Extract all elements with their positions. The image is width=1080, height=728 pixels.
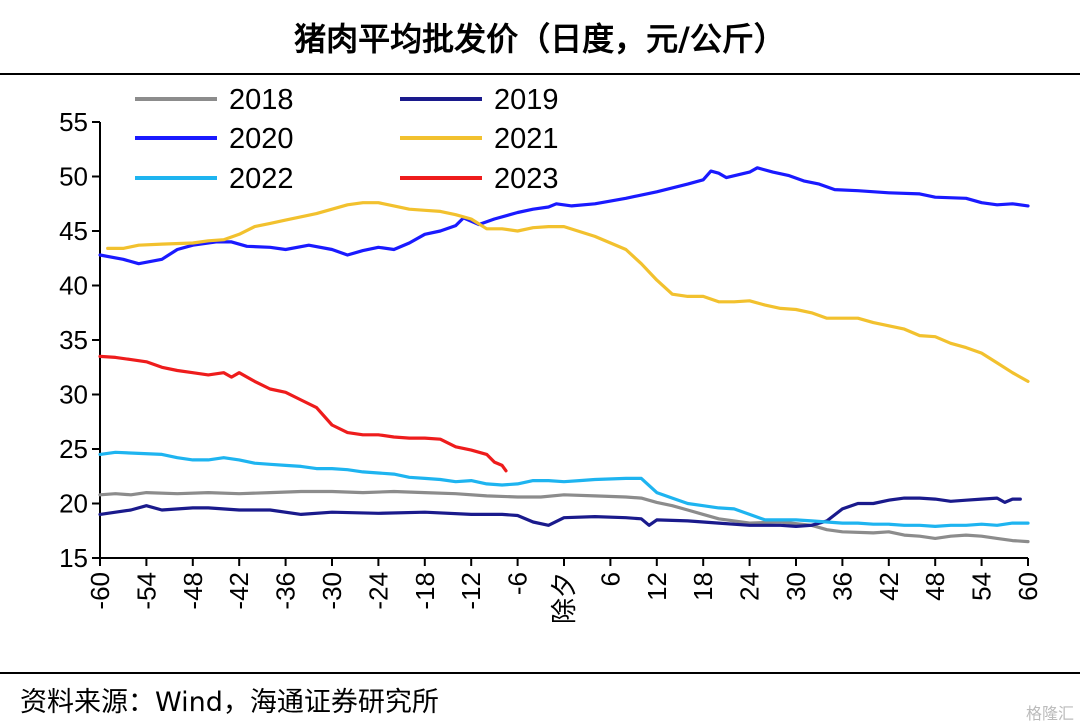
x-tick-label: -6 xyxy=(503,572,533,595)
title-divider xyxy=(0,73,1080,75)
x-tick-label: 54 xyxy=(967,572,997,601)
y-tick-label: 45 xyxy=(59,216,88,246)
x-tick-label: 60 xyxy=(1013,572,1043,601)
y-tick-label: 20 xyxy=(59,489,88,519)
x-tick-label: -12 xyxy=(456,572,486,610)
source-note: 资料来源：Wind，海通证券研究所 xyxy=(20,687,439,718)
legend-label-2022: 2022 xyxy=(229,163,294,195)
x-tick-label: 36 xyxy=(827,572,857,601)
legend-label-2023: 2023 xyxy=(494,163,559,195)
y-tick-label: 35 xyxy=(59,325,88,355)
x-tick-label: -30 xyxy=(317,572,347,610)
series-line-2019 xyxy=(98,496,1022,529)
legend: 2018 2019 2020 2021 2022 2023 xyxy=(135,84,559,195)
y-tick-label: 25 xyxy=(59,434,88,464)
x-tick-label: -36 xyxy=(271,572,301,610)
x-tick-label: -42 xyxy=(224,572,254,610)
series-lines xyxy=(98,166,1030,544)
x-tick-label: 48 xyxy=(920,572,950,601)
x-tick-label: 除夕 xyxy=(549,572,579,624)
footer-divider xyxy=(0,672,1080,674)
x-tick-label: 24 xyxy=(735,572,765,601)
y-tick-label: 30 xyxy=(59,380,88,410)
x-tick-label: 6 xyxy=(595,572,625,586)
legend-label-2021: 2021 xyxy=(494,123,559,155)
legend-label-2019: 2019 xyxy=(494,84,559,116)
x-tick-label: -60 xyxy=(85,572,115,610)
y-tick-label: 55 xyxy=(59,107,88,137)
legend-label-2020: 2020 xyxy=(229,123,294,155)
x-tick-label: -18 xyxy=(410,572,440,610)
x-tick-label: 18 xyxy=(688,572,718,601)
chart-title: 猪肉平均批发价（日度，元/公斤） xyxy=(294,20,786,58)
y-tick-label: 15 xyxy=(59,543,88,573)
x-tick-label: -48 xyxy=(178,572,208,610)
x-tick-label: 42 xyxy=(874,572,904,601)
y-tick-label: 50 xyxy=(59,162,88,192)
x-tick-label: 12 xyxy=(642,572,672,601)
watermark: 格隆汇 xyxy=(1025,704,1074,723)
x-tick-label: -54 xyxy=(131,572,161,610)
series-line-2021 xyxy=(106,201,1030,383)
legend-label-2018: 2018 xyxy=(229,84,294,116)
x-tick-label: 30 xyxy=(781,572,811,601)
series-line-2020 xyxy=(98,166,1030,266)
series-line-2018 xyxy=(98,489,1030,544)
series-line-2023 xyxy=(98,354,508,473)
y-tick-label: 40 xyxy=(59,271,88,301)
series-line-2022 xyxy=(98,450,1030,529)
x-tick-label: -24 xyxy=(363,572,393,610)
